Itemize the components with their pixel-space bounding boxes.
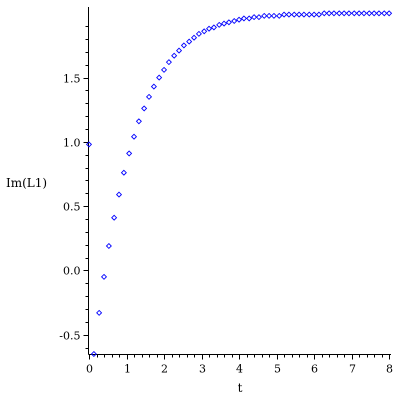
- y-tick-label: 0.5: [63, 201, 81, 214]
- ticks: 0 1 2 3 4 5 6 7 8 -0.5 0.0 0.5 1.0 1.5: [59, 26, 393, 376]
- x-tick-label: 8: [386, 363, 393, 376]
- x-axis-label: t: [238, 381, 243, 395]
- data-point: [300, 11, 308, 18]
- data-point: [306, 11, 313, 18]
- x-tick-label: 0: [86, 363, 93, 376]
- y-tick-label: 1.0: [63, 137, 81, 150]
- y-tick-label: 1.5: [63, 73, 81, 86]
- data-point: [240, 15, 247, 22]
- x-tick-label: 3: [199, 363, 206, 376]
- data-point: [176, 47, 183, 54]
- data-point: [85, 141, 93, 148]
- data-point: [255, 14, 262, 21]
- data-point: [345, 10, 353, 17]
- data-point: [206, 25, 213, 32]
- data-point: [266, 12, 273, 19]
- data-point: [326, 10, 333, 17]
- data-point: [90, 350, 97, 358]
- data-point: [366, 10, 373, 17]
- data-point: [276, 12, 283, 19]
- data-point: [160, 66, 168, 73]
- data-points: [85, 10, 393, 358]
- data-point: [156, 74, 163, 81]
- data-point: [336, 10, 343, 17]
- data-point: [315, 11, 323, 18]
- y-tick-label: -0.5: [59, 330, 80, 343]
- data-point: [195, 30, 202, 37]
- data-point: [356, 10, 363, 17]
- data-point: [261, 12, 268, 19]
- data-point: [180, 42, 187, 49]
- data-point: [221, 20, 228, 27]
- x-tick-label: 6: [311, 363, 318, 376]
- data-point: [251, 14, 258, 21]
- data-point: [236, 16, 243, 23]
- data-point: [130, 133, 138, 140]
- data-point: [231, 17, 238, 25]
- data-point: [135, 118, 142, 125]
- x-tick-label: 2: [161, 363, 168, 376]
- data-point: [210, 24, 217, 31]
- data-point: [330, 10, 338, 17]
- data-point: [171, 52, 178, 59]
- x-tick-label: 1: [124, 363, 131, 376]
- data-point: [216, 21, 223, 28]
- data-point: [386, 10, 393, 17]
- data-point: [321, 10, 328, 17]
- x-tick-label: 7: [349, 363, 356, 376]
- data-point: [150, 83, 157, 90]
- data-point: [120, 169, 127, 176]
- data-point: [360, 10, 368, 17]
- data-point: [186, 38, 193, 45]
- data-point: [141, 105, 148, 112]
- x-tick-label: 5: [274, 363, 281, 376]
- data-point: [296, 11, 303, 18]
- data-point: [225, 19, 232, 26]
- data-point: [246, 15, 253, 22]
- data-point: [270, 12, 277, 19]
- data-point: [371, 10, 378, 17]
- data-point: [191, 34, 198, 41]
- data-point: [351, 10, 358, 17]
- data-point: [126, 150, 133, 157]
- y-axis-label: Im(L1): [6, 176, 47, 190]
- data-point: [381, 10, 388, 17]
- data-point: [115, 191, 123, 198]
- data-point: [285, 11, 292, 18]
- data-point: [201, 28, 208, 35]
- data-point: [96, 309, 103, 316]
- data-point: [281, 11, 288, 18]
- data-point: [341, 10, 348, 17]
- data-point: [105, 242, 112, 250]
- data-point: [165, 59, 172, 66]
- data-point: [311, 11, 318, 18]
- y-tick-label: 0.0: [63, 265, 81, 278]
- data-point: [111, 214, 118, 221]
- data-point: [291, 11, 298, 18]
- data-point: [375, 10, 383, 17]
- data-point: [100, 273, 108, 280]
- data-point: [145, 93, 153, 100]
- x-tick-label: 4: [236, 363, 243, 376]
- axes: [88, 7, 391, 355]
